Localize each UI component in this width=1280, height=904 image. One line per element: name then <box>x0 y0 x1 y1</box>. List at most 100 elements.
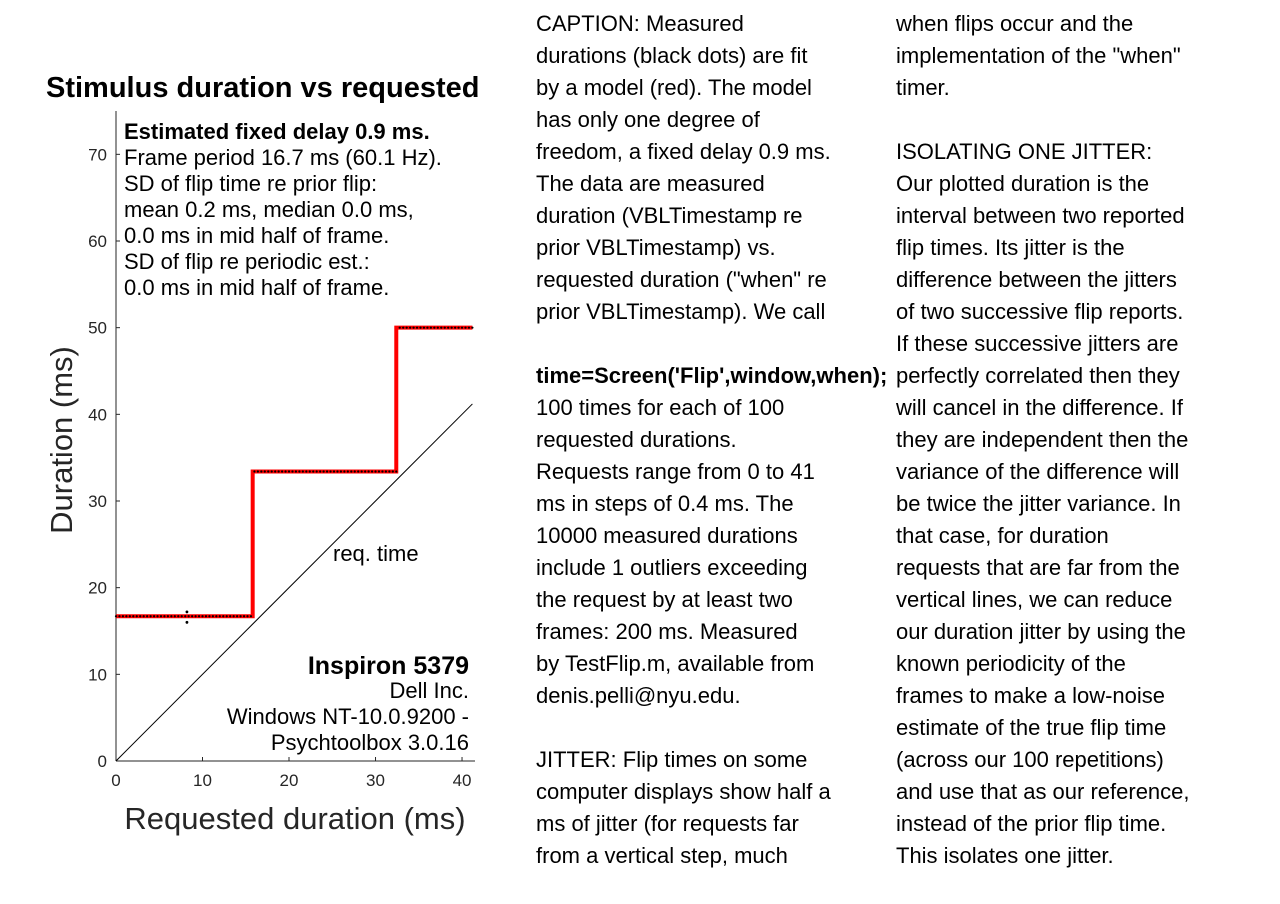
data-point <box>166 615 170 618</box>
data-point <box>149 615 152 618</box>
caption-paragraph-jitter: JITTER: Flip times on some computer disp… <box>536 747 831 868</box>
req-time-line <box>115 403 473 762</box>
data-point <box>343 470 346 473</box>
data-point <box>447 326 450 329</box>
data-point <box>253 470 256 473</box>
data-point <box>412 326 415 329</box>
y-tick-label: 40 <box>88 405 107 424</box>
data-point <box>353 470 356 473</box>
data-point <box>142 615 145 618</box>
data-point <box>201 615 204 618</box>
machine-software: Psychtoolbox 3.0.16 <box>271 730 469 755</box>
data-point <box>357 470 360 473</box>
data-point <box>291 470 294 473</box>
data-point <box>454 326 457 329</box>
x-tick-label: 40 <box>453 771 472 790</box>
data-point <box>277 470 280 473</box>
data-point <box>298 470 301 473</box>
data-point <box>225 615 228 618</box>
data-point <box>191 615 194 618</box>
y-ticks: 0 10 20 30 40 50 60 70 <box>88 145 120 771</box>
caption-code-line: time=Screen('Flip',window,when); <box>536 363 888 388</box>
caption-paragraph: CAPTION: Measured durations (black dots)… <box>536 11 831 324</box>
data-point <box>236 615 239 618</box>
data-point <box>114 615 118 618</box>
data-point <box>229 615 232 618</box>
data-point <box>350 470 353 473</box>
data-point <box>270 470 273 473</box>
data-point <box>222 615 225 618</box>
data-point <box>319 470 322 473</box>
data-point <box>312 470 315 473</box>
data-point <box>457 326 460 329</box>
stats-line-2: Frame period 16.7 ms (60.1 Hz). <box>124 145 442 170</box>
data-point <box>287 470 291 473</box>
data-point <box>384 470 387 473</box>
data-point <box>322 470 325 473</box>
data-point <box>159 615 163 618</box>
data-point <box>419 326 422 329</box>
data-point <box>121 615 125 618</box>
data-point-outlier <box>185 620 189 624</box>
caption-paragraph-isolating: ISOLATING ONE JITTER: Our plotted durati… <box>896 139 1190 868</box>
data-point <box>187 615 190 618</box>
data-point <box>339 470 343 473</box>
data-point <box>280 470 284 473</box>
data-point <box>218 615 221 618</box>
data-point <box>260 470 263 473</box>
stats-line-4: mean 0.2 ms, median 0.0 ms, <box>124 197 414 222</box>
data-point <box>374 470 377 473</box>
data-point <box>208 615 211 618</box>
data-point <box>197 615 201 618</box>
data-point <box>284 470 287 473</box>
data-point <box>246 615 249 618</box>
caption-column-1: CAPTION: Measured durations (black dots)… <box>536 8 896 904</box>
data-point <box>315 470 318 473</box>
data-point <box>135 615 138 618</box>
y-tick-label: 20 <box>88 579 107 598</box>
machine-annotation: Inspiron 5379 Dell Inc. Windows NT-10.0.… <box>227 652 469 755</box>
y-tick-label: 50 <box>88 319 107 338</box>
data-point <box>388 470 391 473</box>
y-axis-label: Duration (ms) <box>44 346 79 534</box>
data-point <box>132 615 135 618</box>
data-point <box>184 615 187 618</box>
data-point <box>429 326 432 329</box>
data-point <box>128 615 131 618</box>
data-point <box>332 470 336 473</box>
y-tick-label: 10 <box>88 665 107 684</box>
data-point-outlier <box>185 610 189 614</box>
stats-line-3: SD of flip time re prior flip: <box>124 171 377 196</box>
stats-line-7: 0.0 ms in mid half of frame. <box>124 275 389 300</box>
x-axis-label: Requested duration (ms) <box>124 801 465 836</box>
data-point <box>346 470 349 473</box>
model-step-line <box>116 325 473 619</box>
data-point <box>256 470 259 473</box>
data-point <box>422 326 426 329</box>
measured-dots <box>114 326 474 624</box>
data-point <box>163 615 166 618</box>
data-point <box>249 615 253 618</box>
caption-paragraph: 100 times for each of 100 requested dura… <box>536 395 815 708</box>
data-point <box>433 326 436 329</box>
data-point <box>471 326 474 329</box>
data-point <box>364 470 367 473</box>
data-point <box>118 615 121 618</box>
data-point <box>436 326 439 329</box>
data-point <box>180 615 183 618</box>
data-point <box>460 326 464 329</box>
data-point <box>402 326 405 329</box>
y-tick-label: 60 <box>88 232 107 251</box>
y-tick-label: 0 <box>98 752 107 771</box>
data-point <box>450 326 453 329</box>
data-point <box>263 470 266 473</box>
req-time-label: req. time <box>333 541 419 566</box>
y-tick-label: 70 <box>88 145 107 164</box>
data-point <box>125 615 128 618</box>
caption-column-2: when flips occur and the implementation … <box>896 8 1280 904</box>
data-point <box>443 326 446 329</box>
data-point <box>336 470 339 473</box>
data-point <box>239 615 242 618</box>
data-point <box>139 615 142 618</box>
machine-model: Inspiron 5379 <box>308 652 469 680</box>
